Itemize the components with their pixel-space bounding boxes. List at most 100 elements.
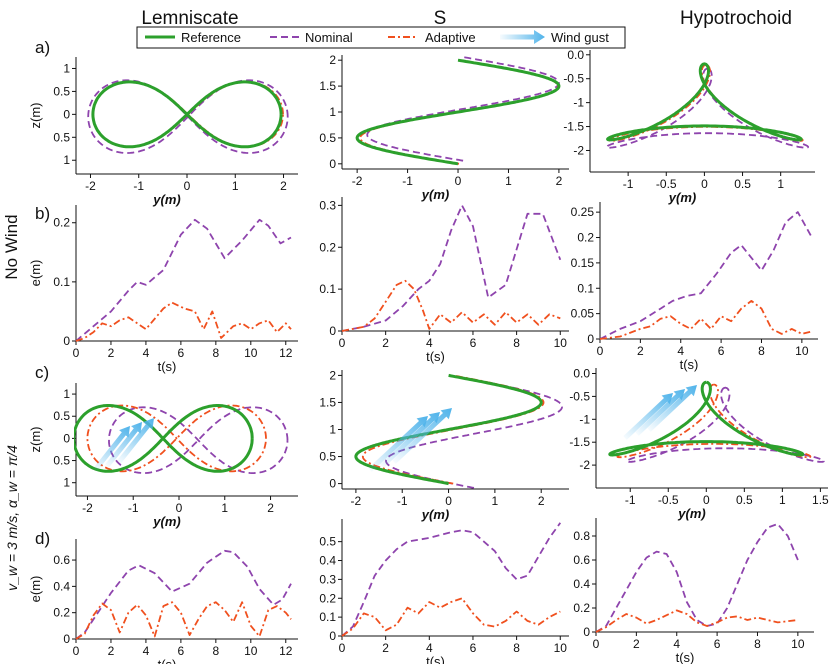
x-tick-label: 2 [280, 179, 287, 193]
x-tick-label: 0 [455, 174, 462, 188]
y-tick-label: 0.5 [319, 131, 336, 145]
y-tick-label: 1.5 [319, 79, 336, 93]
y-tick-label: 0.2 [53, 216, 70, 230]
x-tick-label: 12 [279, 644, 293, 658]
y-tick-label: 0.6 [573, 553, 590, 567]
x-tick-label: 2 [382, 641, 389, 655]
x-tick-label: 1.5 [812, 493, 829, 507]
x-tick-label: 2 [382, 336, 389, 350]
y-tick-label: 0.05 [571, 307, 595, 321]
series-reference-line [355, 58, 561, 166]
y-axis-label: e(m) [28, 576, 43, 603]
y-tick-label: 0.4 [53, 579, 70, 593]
x-tick-label: 1 [221, 501, 228, 515]
panel-a1: -2 -1 0 1 2 1 0.5 0 0.5 1 y(m) z(m) [28, 57, 298, 207]
x-tick-label: 1 [492, 494, 499, 508]
series-nominal-line [595, 523, 799, 633]
y-tick-label: 0.25 [571, 205, 595, 219]
y-tick-label: 0 [329, 157, 336, 171]
x-tick-label: -1 [402, 174, 413, 188]
x-tick-label: 0.5 [734, 177, 751, 191]
x-tick-label: 6 [470, 641, 477, 655]
y-tick-label: 2 [329, 368, 336, 382]
row-label-d: d) [35, 529, 50, 548]
x-tick-label: 1 [232, 179, 239, 193]
column-title-lemniscate: Lemniscate [141, 8, 238, 29]
y-tick-label: 0.6 [53, 553, 70, 567]
x-tick-label: 2 [538, 494, 545, 508]
legend-box [136, 26, 626, 49]
y-tick-label: 0.2 [573, 601, 590, 615]
column-title-s: S [434, 8, 447, 29]
x-tick-label: 0 [184, 179, 191, 193]
x-tick-label: 0 [176, 501, 183, 515]
y-tick-label: 0.1 [53, 275, 70, 289]
series-nominal-line [108, 406, 289, 474]
y-tick-label: 0.3 [319, 198, 336, 212]
panel-a2: -2 -1 0 1 2 0 0.5 1 1.5 2 y(m) [319, 53, 569, 202]
y-tick-label: 0.2 [319, 240, 336, 254]
series-reference-line [606, 62, 803, 142]
y-tick-label: 0 [63, 632, 70, 646]
x-tick-label: 1 [777, 177, 784, 191]
x-axis-label: t(s) [680, 357, 699, 372]
panel-d3: 0 2 4 6 8 10 0 0.2 0.4 0.6 0.8 t(s) [573, 518, 814, 664]
series-reference-line [74, 404, 254, 473]
x-tick-label: 4 [426, 641, 433, 655]
y-tick-label: -0.5 [563, 72, 584, 86]
x-tick-label: 10 [795, 344, 809, 358]
wind-gust-arrow-icon [623, 393, 673, 440]
panel-d1: 0 2 4 6 8 10 12 0 0.2 0.4 0.6 t(s) e(m) [28, 539, 298, 664]
x-tick-label: 4 [673, 637, 680, 651]
y-tick-label: 1 [63, 476, 70, 490]
y-tick-label: 1 [329, 423, 336, 437]
x-tick-label: 8 [758, 344, 765, 358]
x-axis-label: t(s) [158, 359, 177, 374]
y-tick-label: -1.5 [569, 435, 590, 449]
x-axis-label: y(m) [668, 190, 696, 205]
y-axis-label: z(m) [28, 427, 43, 453]
legend-wind-gust-arrow-icon [500, 30, 545, 44]
x-tick-label: 12 [279, 346, 293, 360]
row-label-a: a) [35, 38, 50, 57]
x-tick-label: 2 [633, 637, 640, 651]
x-axis-label: y(m) [421, 507, 449, 522]
y-tick-label: 0 [329, 324, 336, 338]
series-adaptive-line [341, 279, 561, 332]
y-tick-label: 1 [329, 105, 336, 119]
x-tick-label: 6 [470, 336, 477, 350]
x-tick-label: -0.5 [658, 493, 679, 507]
series-reference-line [354, 373, 543, 486]
x-axis-label: y(m) [421, 187, 449, 202]
x-tick-label: 2 [108, 346, 115, 360]
series-nominal-line [341, 204, 562, 332]
x-tick-label: 10 [244, 346, 258, 360]
x-tick-label: 10 [554, 336, 568, 350]
y-tick-label: 0.15 [571, 256, 595, 270]
y-tick-label: 0 [587, 332, 594, 346]
x-tick-label: 10 [791, 637, 805, 651]
x-tick-label: 0 [73, 644, 80, 658]
x-axis-label: y(m) [152, 514, 180, 529]
side-label-wind-condition: v_w = 3 m/s, α_w = π/4 [4, 445, 20, 591]
series-nominal-line [599, 211, 813, 340]
x-tick-label: 4 [426, 336, 433, 350]
x-tick-label: 10 [244, 644, 258, 658]
x-tick-label: 10 [554, 641, 568, 655]
y-tick-label: 0 [63, 431, 70, 445]
series-reference-line [91, 80, 283, 149]
wind-gust-arrow-icon [380, 411, 441, 468]
y-tick-label: 0.0 [573, 366, 590, 380]
panel-c3: -1 -0.5 0 0.5 1 1.5 0.0 -0.5 -1 -1.5 -2 y(m) [569, 366, 829, 521]
wind-gust-arrow-icon [635, 389, 685, 436]
y-tick-label: 0.8 [573, 529, 590, 543]
x-tick-label: 1 [505, 174, 512, 188]
x-tick-label: 0 [73, 346, 80, 360]
y-axis-label: z(m) [28, 103, 43, 129]
x-tick-label: 0 [597, 344, 604, 358]
y-tick-label: 2 [329, 53, 336, 67]
series-nominal-line [75, 218, 292, 342]
y-tick-label: 0.2 [577, 231, 594, 245]
y-tick-label: 0.0 [567, 48, 584, 62]
